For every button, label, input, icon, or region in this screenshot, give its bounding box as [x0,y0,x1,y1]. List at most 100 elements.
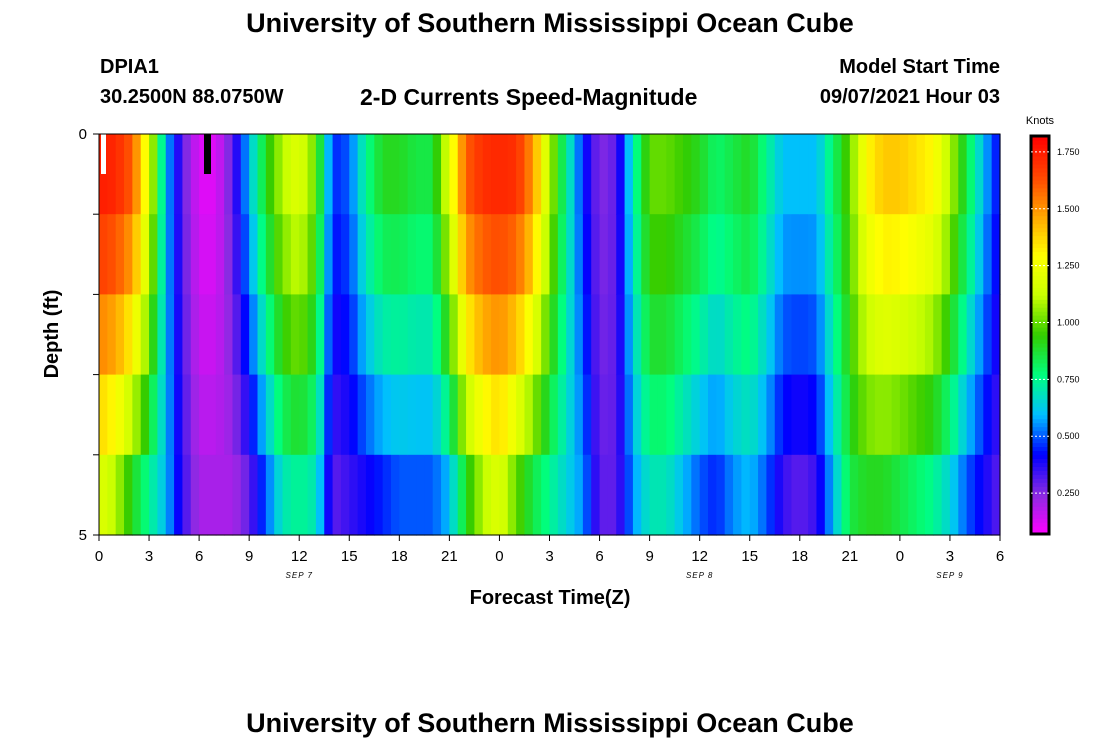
heatmap-cell [524,134,534,215]
heatmap-cell [165,214,175,295]
heatmap-cell [407,214,417,295]
colorbar-segment [1031,287,1049,292]
heatmap-cell [783,374,793,456]
heatmap-cell [908,374,918,456]
heatmap-cell [140,134,150,215]
y-tick-label: 5 [79,527,87,544]
heatmap-cell [149,134,158,215]
heatmap-cell [941,454,951,536]
heatmap-cell [674,294,684,376]
heatmap-cell [916,134,926,215]
heatmap-cell [507,134,517,215]
heatmap-cell [282,374,292,456]
heatmap-cell [657,134,667,215]
heatmap-cell [340,294,350,376]
heatmap-cell [758,294,767,376]
heatmap-cell [249,214,259,295]
heatmap-cell [966,294,976,376]
heatmap-cell [649,454,659,536]
colorbar-segment [1031,522,1049,527]
colorbar-segment [1031,231,1049,237]
heatmap-cell [140,214,150,295]
heatmap-cell [207,374,217,456]
heatmap-cell [941,214,951,295]
heatmap-cell [390,454,400,536]
colorbar-segment [1031,283,1049,288]
heatmap-cell [374,134,384,215]
heatmap-cell [357,214,367,295]
heatmap-cell [791,214,801,295]
colorbar-segment [1031,327,1049,332]
colorbar-segment [1031,346,1049,352]
heatmap-cell [566,374,576,456]
colorbar-segment [1031,279,1049,284]
heatmap-cell [666,134,676,215]
heatmap-cell [941,294,951,376]
colorbar-segment [1031,323,1049,328]
heatmap-cell [758,214,767,295]
heatmap-cell [232,294,242,376]
heatmap-cell [841,454,851,536]
heatmap-cell [649,294,659,376]
heatmap-cell [699,374,709,456]
heatmap-cell [849,454,859,536]
colorbar-title: Knots [1026,115,1055,127]
heatmap-cell [149,454,158,536]
colorbar-segment [1031,207,1049,213]
heatmap-cell [674,134,684,215]
heatmap-cell [274,374,284,456]
colorbar-segment [1031,442,1049,448]
heatmap-cell [674,454,684,536]
colorbar-segment [1031,167,1049,173]
heatmap-cell [858,294,868,376]
heatmap-cell [791,294,801,376]
colorbar-segment [1031,450,1049,455]
heatmap-cell [441,134,450,215]
heatmap-cell [674,214,684,295]
heatmap-cell [783,454,793,536]
heatmap-cell [532,214,542,295]
heatmap-cell [724,134,734,215]
heatmap-cell [708,214,717,295]
heatmap-cell [290,214,300,295]
heatmap-cell [849,294,859,376]
heatmap-cell [883,454,893,536]
heatmap-cell [699,134,709,215]
x-tick-label: 18 [791,548,808,565]
colorbar-segment [1031,510,1049,515]
colorbar-segment [1031,247,1049,253]
heatmap-cell [249,134,259,215]
heatmap-cell [124,294,133,376]
heatmap-cell [933,454,943,536]
x-tick-label: 12 [291,548,308,565]
heatmap-cell [174,374,184,456]
heatmap-cell [240,134,250,215]
heatmap-cell [115,454,125,536]
heatmap-cell [733,294,742,376]
day-label: SEP 9 [936,571,963,580]
heatmap-cell [457,134,467,215]
x-tick-label: 6 [195,548,203,565]
heatmap-cell [482,454,492,536]
heatmap-cell [983,134,993,215]
colorbar-segment [1031,386,1049,392]
heatmap-cell [958,214,968,295]
colorbar: Knots 0.250 0.500 0.750 1.000 1.250 1.500 1.750 [1026,115,1080,536]
colorbar-segment [1031,155,1049,161]
heatmap-cell [816,454,826,536]
heatmap-cell [199,454,209,536]
colorbar-segment [1031,446,1049,452]
heatmap-cell [783,214,793,295]
heatmap-cell [966,454,976,536]
heatmap-cell [524,374,534,456]
heatmap-cell [949,214,959,295]
colorbar-segment [1031,426,1049,432]
y-axis-label: Depth (ft) [41,290,63,379]
heatmap-cell [290,454,300,536]
heatmap-cell [407,294,417,376]
station-coordinates: 30.2500N 88.0750W [100,86,284,108]
heatmap-cell [666,374,676,456]
heatmap-cell [991,134,1001,215]
heatmap-cell [766,454,776,536]
heatmap-cell [507,374,517,456]
